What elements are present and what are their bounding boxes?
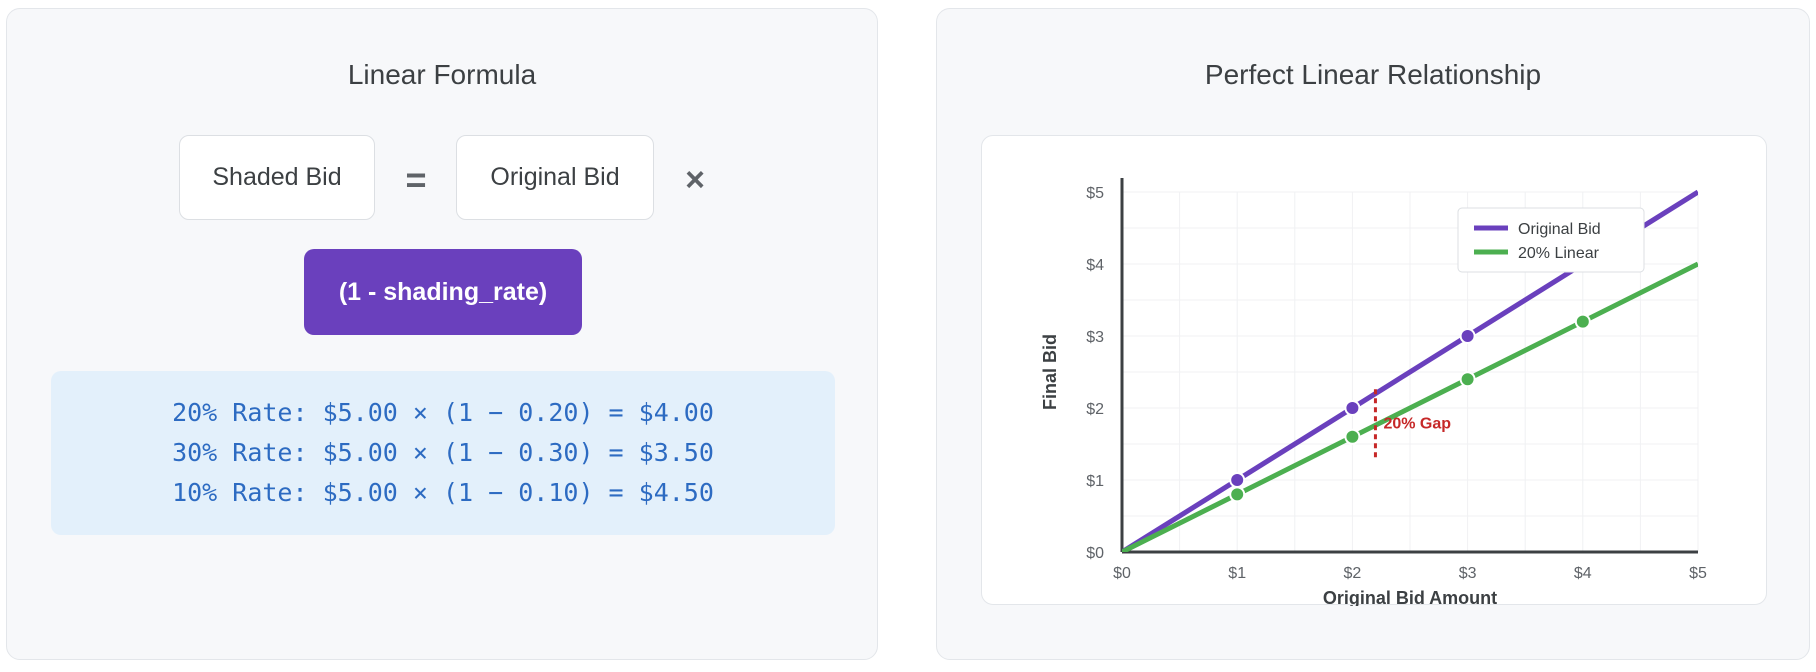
x-tick-label: $2 <box>1344 565 1362 582</box>
x-tick-label: $3 <box>1459 565 1477 582</box>
data-point <box>1229 486 1246 503</box>
chart-panel: Perfect Linear Relationship $0 $1 $2 $3 $4 $5… <box>936 8 1810 660</box>
chart-panel-title: Perfect Linear Relationship <box>1204 59 1542 90</box>
x-tick-label: $1 <box>1228 565 1246 582</box>
chart-legend <box>1457 207 1645 273</box>
example-line: 30% Rate: $5.00 × (1 − 0.30) = $3.50 <box>172 438 714 467</box>
equals-operator: = <box>405 159 427 200</box>
x-tick-label: $0 <box>1113 565 1131 582</box>
y-axis-title: Final Bid <box>1040 334 1060 410</box>
y-tick-label: $5 <box>1086 185 1104 202</box>
shaded-bid-box: Shaded Bid <box>179 135 375 220</box>
data-point <box>1344 428 1361 445</box>
example-line: 20% Rate: $5.00 × (1 − 0.20) = $4.00 <box>172 398 714 427</box>
multiply-operator: × <box>685 161 705 199</box>
example-line: 10% Rate: $5.00 × (1 − 0.10) = $4.50 <box>172 478 714 507</box>
data-point <box>1459 371 1476 388</box>
data-point <box>1344 400 1361 416</box>
shading-factor-box: (1 - shading_rate) <box>304 249 582 335</box>
data-point <box>1574 313 1591 330</box>
formula-panel: Linear Formula Shaded Bid = Original Bid… <box>6 8 878 660</box>
x-tick-label: $4 <box>1574 565 1592 582</box>
y-tick-label: $1 <box>1086 473 1104 490</box>
legend-label: Original Bid <box>1518 221 1601 238</box>
y-tick-label: $0 <box>1086 545 1104 562</box>
chart-card: $0 $1 $2 $3 $4 $5 $0 $1 $2 $3 $4 $5 Original Bid Amo… <box>981 135 1767 606</box>
series-line <box>1122 261 1698 552</box>
y-tick-label: $4 <box>1086 257 1104 274</box>
legend-label: 20% Linear <box>1518 245 1600 262</box>
y-tick-label: $3 <box>1086 329 1104 346</box>
line-chart: $0 $1 $2 $3 $4 $5 $0 $1 $2 $3 $4 $5 Original Bid Amo… <box>1040 178 1707 606</box>
data-point <box>1459 328 1476 344</box>
formula-panel-title: Linear Formula <box>347 59 537 90</box>
examples-box: 20% Rate: $5.00 × (1 − 0.20) = $4.00 30%… <box>51 371 835 535</box>
x-tick-label: $5 <box>1689 565 1707 582</box>
data-point <box>1229 472 1246 488</box>
original-bid-box: Original Bid <box>456 135 654 220</box>
y-tick-label: $2 <box>1086 401 1104 418</box>
gap-annotation-label: 20% Gap <box>1383 415 1451 432</box>
x-axis-title: Original Bid Amount <box>1323 588 1497 606</box>
